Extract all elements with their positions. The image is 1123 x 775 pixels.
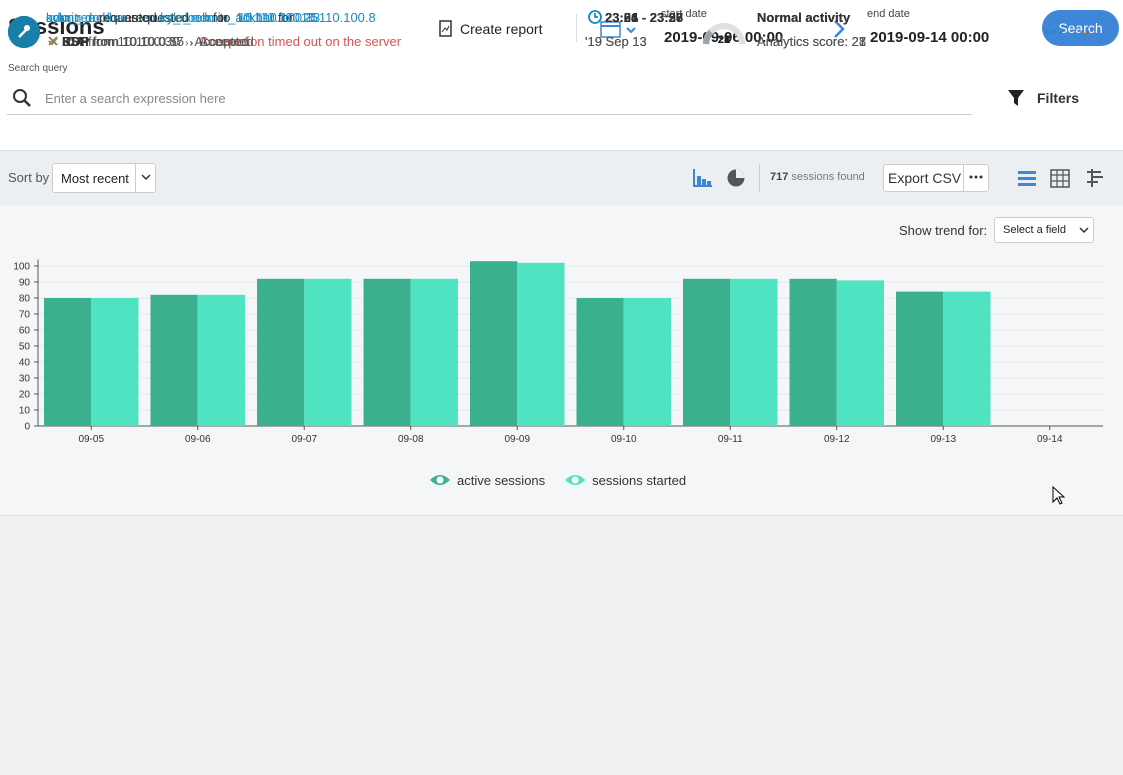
bar <box>257 279 304 426</box>
divider <box>135 163 136 193</box>
bar <box>943 292 990 426</box>
activity: Normal activity <box>757 10 850 25</box>
bar <box>411 279 458 426</box>
bar <box>577 298 624 426</box>
bar <box>624 298 671 426</box>
bar <box>837 280 884 426</box>
search-underline <box>7 114 972 115</box>
analytics-score: Analytics score: 28 <box>757 34 866 49</box>
sort-label: Sort by <box>8 170 49 185</box>
end-label: end date <box>867 8 910 20</box>
expand-chevron[interactable] <box>1079 29 1091 39</box>
y-tick-label: 100 <box>13 262 30 273</box>
gauge-score: 28 <box>716 34 732 46</box>
protocol: RDP <box>62 34 89 49</box>
legend-item[interactable]: active sessions <box>430 473 546 488</box>
result-icon <box>48 36 58 46</box>
cursor <box>1052 486 1066 506</box>
x-tick-label: 09-09 <box>504 434 530 445</box>
x-tick-label: 09-10 <box>611 434 637 445</box>
y-tick-label: 80 <box>19 294 31 305</box>
x-tick-label: 09-05 <box>78 434 104 445</box>
session-count: 717 sessions found <box>770 171 865 183</box>
x-tick-label: 09-14 <box>1037 434 1063 445</box>
legend-label: sessions started <box>592 473 686 488</box>
y-tick-label: 70 <box>19 310 31 321</box>
bar <box>151 295 198 426</box>
user-link[interactable]: kylo_ren <box>46 10 95 25</box>
more-actions[interactable] <box>1044 28 1064 36</box>
session-title: kylo_ren requested kylo_ren for 10.110.1… <box>46 10 318 25</box>
y-tick-label: 20 <box>19 390 31 401</box>
target-link[interactable]: kylo_ren <box>160 10 209 25</box>
export-csv[interactable]: Export CSV <box>888 170 961 186</box>
search-label: Search query <box>8 63 67 74</box>
search-icon <box>12 88 32 108</box>
x-tick-label: 09-06 <box>185 434 211 445</box>
bar <box>364 279 411 426</box>
x-tick-label: 09-11 <box>718 434 743 445</box>
filters-button[interactable]: Filters <box>1037 90 1079 106</box>
session-detail: RDP from 10.10.0.55 › Accepted <box>62 34 254 49</box>
source: from 10.10.0.55 <box>93 34 184 49</box>
bar <box>44 298 91 426</box>
relation: requested <box>99 10 157 25</box>
create-report[interactable]: Create report <box>460 21 542 37</box>
legend-icon-pupil <box>572 477 579 484</box>
pie-view-icon[interactable] <box>726 168 746 188</box>
filter-icon <box>1007 89 1025 107</box>
y-tick-label: 60 <box>19 326 31 337</box>
y-tick-label: 0 <box>24 422 30 433</box>
list-view-icon[interactable] <box>1017 169 1037 189</box>
bar <box>304 279 351 426</box>
bar <box>683 279 730 426</box>
legend-item[interactable]: sessions started <box>565 473 686 488</box>
date: '19 Sep 13 <box>585 34 647 49</box>
y-tick-label: 30 <box>19 374 31 385</box>
search-input[interactable]: Enter a search expression here <box>45 91 226 106</box>
more-button[interactable] <box>966 172 986 182</box>
result: Accepted <box>199 34 253 49</box>
bar-view-icon[interactable] <box>693 168 713 188</box>
x-tick-label: 09-12 <box>824 434 850 445</box>
legend-icon-pupil <box>437 477 444 484</box>
separator-chevron: › <box>190 38 193 49</box>
bar <box>91 298 138 426</box>
host-link[interactable]: 10.110.100.25 <box>236 10 318 25</box>
chart: 0 10 20 30 40 50 60 70 80 90 100 09-05 09-06 09-07 09-… <box>0 205 1123 515</box>
table-view-icon[interactable] <box>1050 169 1070 189</box>
clock-icon <box>588 10 602 24</box>
bar <box>517 263 564 426</box>
bar <box>730 279 777 426</box>
count-suffix: sessions found <box>791 171 864 183</box>
y-tick-label: 10 <box>19 406 31 417</box>
session-icon <box>8 16 40 48</box>
end-date[interactable]: 2019-09-14 00:00 <box>870 29 989 46</box>
bar <box>790 279 837 426</box>
bar <box>896 292 943 426</box>
time-range: 23:21 - 23:27 <box>605 10 683 25</box>
y-tick-label: 90 <box>19 278 31 289</box>
bar <box>470 261 517 426</box>
session-list <box>0 516 1123 775</box>
x-tick-label: 09-08 <box>398 434 424 445</box>
x-tick-label: 09-13 <box>930 434 956 445</box>
y-tick-label: 40 <box>19 358 31 369</box>
chevron <box>140 173 152 183</box>
legend-label: active sessions <box>457 473 546 488</box>
count-number: 717 <box>770 171 788 183</box>
divider <box>759 164 760 192</box>
preposition: for <box>213 10 228 25</box>
y-tick-label: 50 <box>19 342 31 353</box>
timeline-view-icon[interactable] <box>1085 168 1105 188</box>
report-icon <box>439 20 453 38</box>
sort-value: Most recent <box>61 171 129 186</box>
bar <box>198 295 245 426</box>
x-tick-label: 09-07 <box>291 434 317 445</box>
divider <box>963 164 964 192</box>
divider <box>576 14 577 42</box>
